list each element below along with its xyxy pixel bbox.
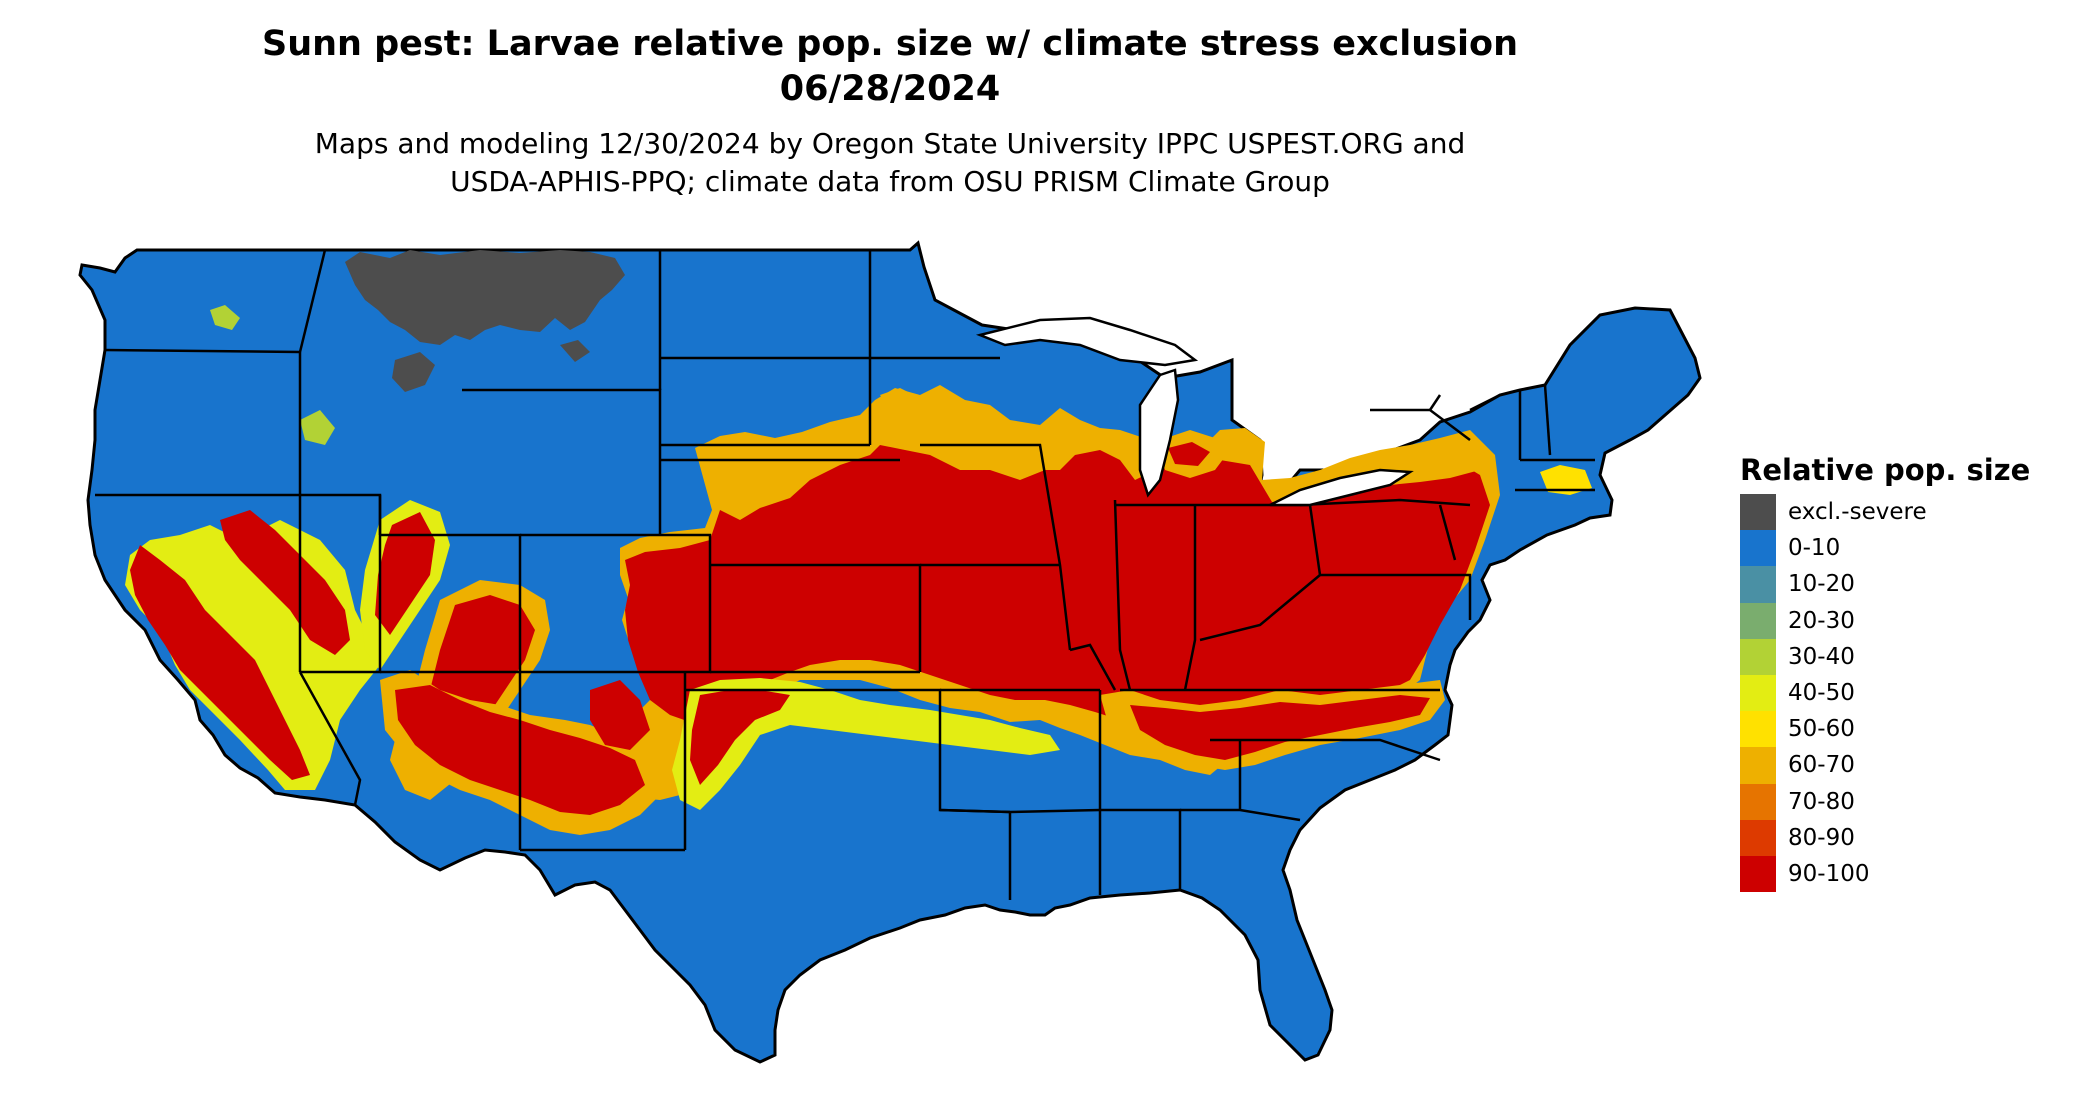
map-title-date: 06/28/2024	[779, 69, 1001, 109]
map-title: Sunn pest: Larvae relative pop. size w/ …	[0, 22, 1780, 112]
legend-swatch	[1740, 638, 1776, 675]
legend-swatch	[1740, 711, 1776, 748]
map-subtitle: Maps and modeling 12/30/2024 by Oregon S…	[0, 125, 1780, 201]
legend-swatch	[1740, 494, 1776, 531]
legend-swatch	[1740, 674, 1776, 712]
legend-label: 60-70	[1788, 752, 1855, 779]
legend-swatch	[1740, 747, 1776, 784]
legend-item: 20-30	[1740, 602, 2080, 639]
legend-swatch	[1740, 855, 1776, 893]
legend-item: 10-20	[1740, 566, 2080, 603]
legend-item: excl.-severe	[1740, 494, 2080, 531]
legend-label: 90-100	[1788, 860, 1870, 887]
legend-swatch	[1740, 566, 1776, 603]
legend-label: 50-60	[1788, 716, 1855, 743]
legend-label: 20-30	[1788, 607, 1855, 634]
lake-erie	[1269, 468, 1414, 507]
exclusion-montana	[345, 250, 625, 345]
legend-label: 0-10	[1788, 535, 1841, 562]
map-subtitle-line-1: Maps and modeling 12/30/2024 by Oregon S…	[314, 127, 1466, 160]
state-borders	[95, 248, 1595, 900]
legend-label: 40-50	[1788, 679, 1855, 706]
legend-item: 0-10	[1740, 530, 2080, 567]
legend-label: excl.-severe	[1788, 499, 1927, 525]
legend-item: 40-50	[1740, 674, 2080, 712]
lake-superior	[975, 316, 1199, 367]
legend-item: 60-70	[1740, 747, 2080, 784]
legend-label: 80-90	[1788, 824, 1855, 851]
map-subtitle-line-2: USDA-APHIS-PPQ; climate data from OSU PR…	[450, 165, 1330, 198]
legend-item: 70-80	[1740, 783, 2080, 820]
legend-label: 30-40	[1788, 643, 1855, 670]
legend-items: excl.-severe 0-10 10-20 20-30 30-40 40-50 50-6…	[1740, 494, 2080, 893]
legend-item: 80-90	[1740, 819, 2080, 856]
legend-item: 30-40	[1740, 638, 2080, 675]
legend-swatch	[1740, 530, 1776, 567]
legend-item: 50-60	[1740, 711, 2080, 748]
legend-label: 10-20	[1788, 571, 1855, 598]
hotspot-band-red	[625, 445, 1490, 760]
legend-swatch	[1740, 602, 1776, 639]
legend: Relative pop. size excl.-severe 0-10 10-20…	[1740, 452, 2080, 893]
legend-label: 70-80	[1788, 788, 1855, 815]
legend-title: Relative pop. size	[1740, 453, 2031, 487]
legend-item: 90-100	[1740, 855, 2080, 893]
map-title-line-1: Sunn pest: Larvae relative pop. size w/ …	[261, 24, 1519, 64]
lake-michigan	[1138, 368, 1180, 498]
legend-swatch	[1740, 819, 1776, 856]
legend-swatch	[1740, 783, 1776, 820]
